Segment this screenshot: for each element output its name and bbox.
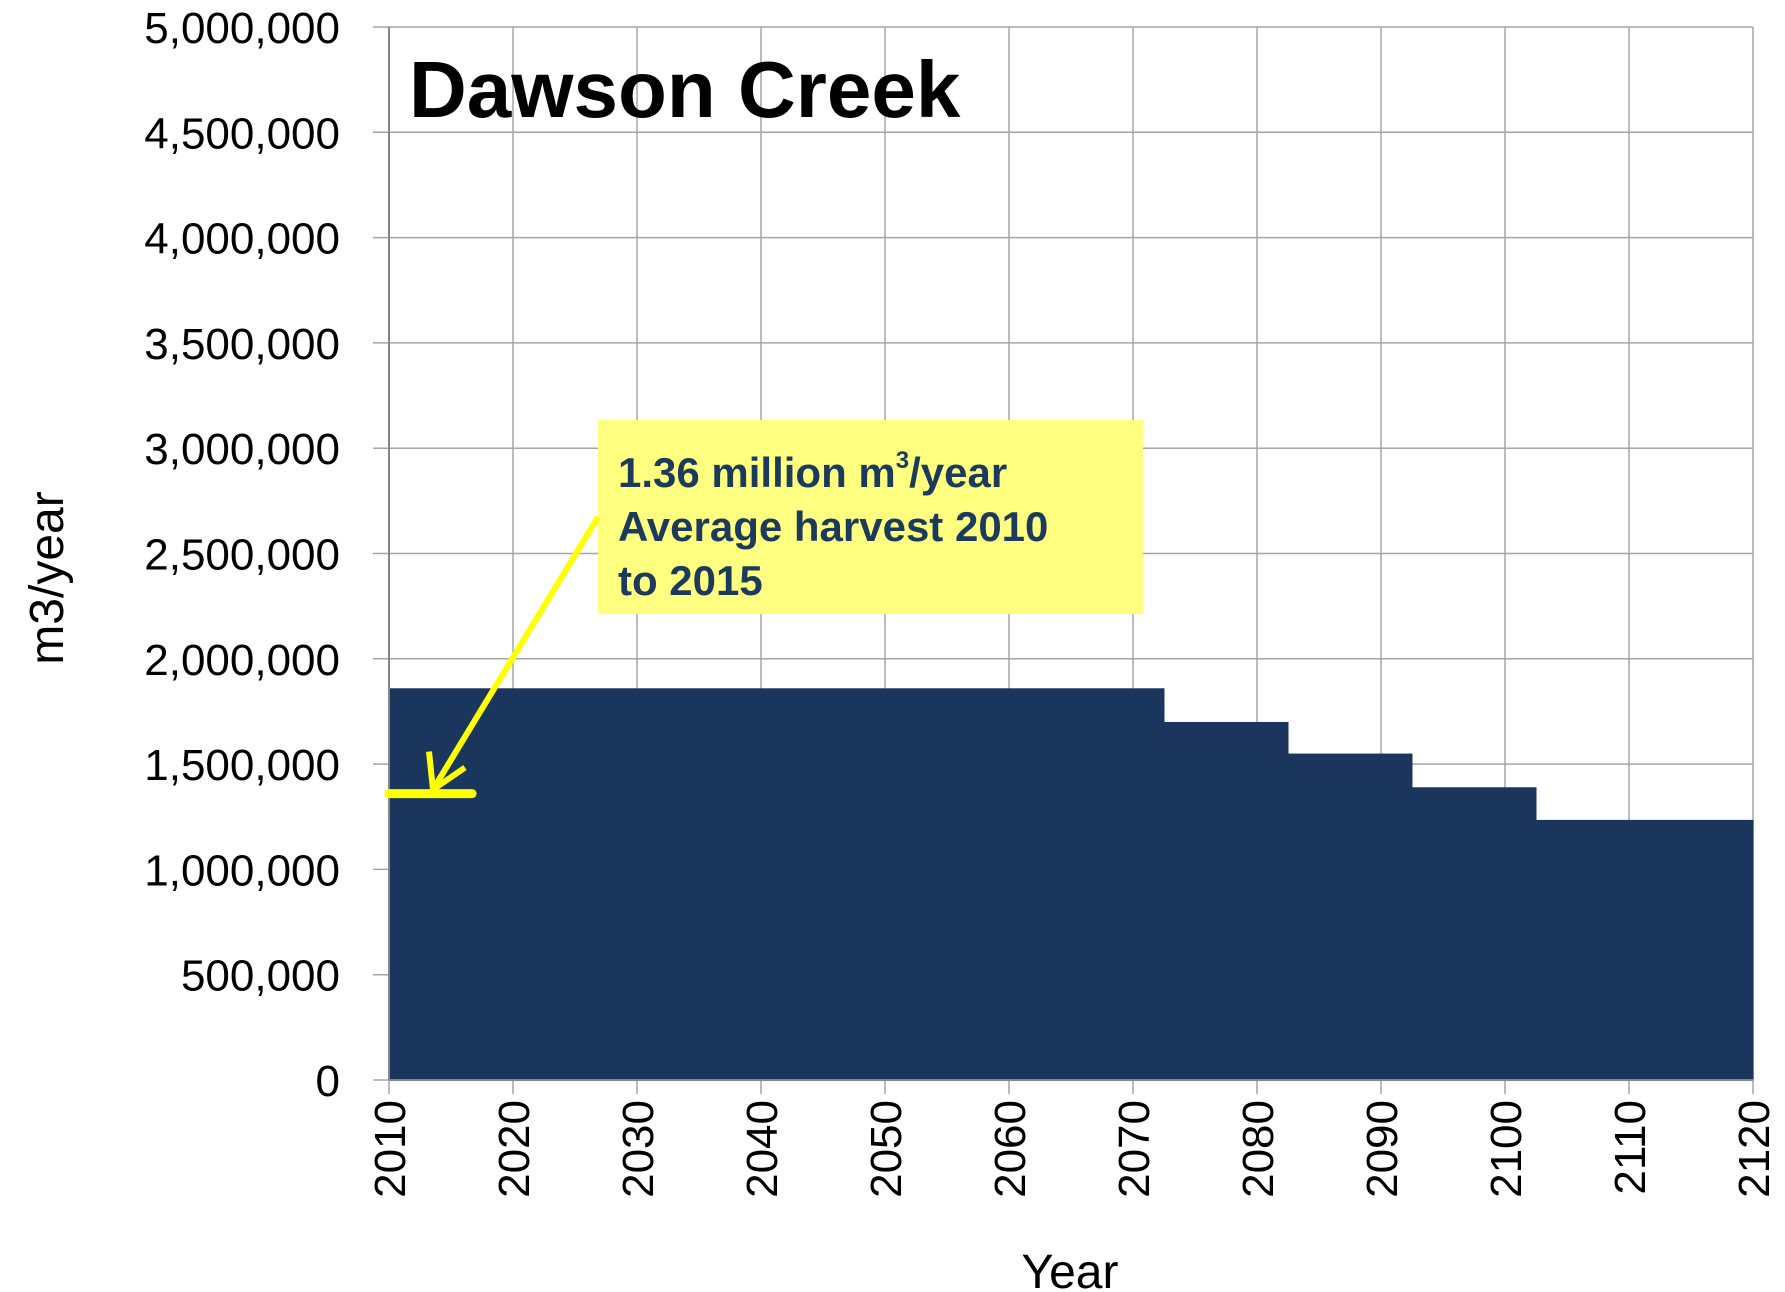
area-step: [1536, 819, 1754, 1080]
chart-title: Dawson Creek: [409, 45, 961, 134]
y-axis-label: m3/year: [21, 491, 74, 664]
y-tick-label: 2,500,000: [144, 531, 340, 580]
y-tick-label: 500,000: [181, 952, 340, 1001]
y-tick-label: 1,500,000: [144, 741, 340, 790]
y-tick-labels: 0 500,000 1,000,000 1,500,000 2,000,000 2,500…: [144, 4, 340, 1106]
annotation-line1-prefix: 1.36 million m: [618, 449, 896, 496]
y-tick-label: 1,000,000: [144, 846, 340, 895]
y-tick-label: 3,000,000: [144, 425, 340, 474]
y-tick-label: 0: [316, 1057, 340, 1106]
annotation-box: [598, 420, 1143, 614]
x-tick-label: 2110: [1606, 1100, 1655, 1195]
annotation-line1-sup: 3: [895, 447, 910, 474]
annotation-line-2: Average harvest 2010: [618, 503, 1049, 550]
y-tick-label: 4,500,000: [144, 109, 340, 158]
axes: [388, 27, 1753, 1081]
x-tick-label: 2090: [1358, 1100, 1407, 1198]
annotation-text: 1.36 million m3/year Average harvest 201…: [598, 420, 1143, 614]
annotation-arrow-shaft: [430, 515, 601, 792]
x-tick-labels: 2010 2020 2030 2040 2050 2060 2070 2080 2090 2100…: [366, 1100, 1779, 1198]
annotation-line-1: 1.36 million m3/year: [618, 438, 1123, 500]
y-tick-label: 4,000,000: [144, 215, 340, 264]
annotation: [384, 515, 601, 799]
x-tick-label: 2040: [738, 1100, 787, 1198]
y-tick-label: 3,500,000: [144, 320, 340, 369]
y-tick-label: 2,000,000: [144, 636, 340, 685]
x-tick-label: 2080: [1234, 1100, 1283, 1198]
x-tick-label: 2120: [1730, 1100, 1779, 1198]
area-step: [389, 688, 1165, 1080]
y-tick-label: 5,000,000: [144, 4, 340, 53]
x-axis-label: Year: [1022, 1246, 1119, 1292]
x-tick-label: 2060: [986, 1100, 1035, 1198]
area-step: [1164, 721, 1289, 1080]
area-series: [389, 688, 1754, 1080]
area-step: [1288, 753, 1413, 1080]
area-step: [1412, 787, 1537, 1080]
x-tick-label: 2020: [490, 1100, 539, 1198]
annotation-arrow-head: [426, 751, 467, 793]
x-tick-label: 2010: [366, 1100, 415, 1198]
x-tick-label: 2050: [862, 1100, 911, 1198]
x-tick-label: 2030: [614, 1100, 663, 1198]
x-tick-label: 2070: [1110, 1100, 1159, 1198]
x-tick-label: 2100: [1482, 1100, 1531, 1198]
annotation-line-3: to 2015: [618, 557, 763, 604]
annotation-line1-suffix: /year: [909, 449, 1008, 496]
